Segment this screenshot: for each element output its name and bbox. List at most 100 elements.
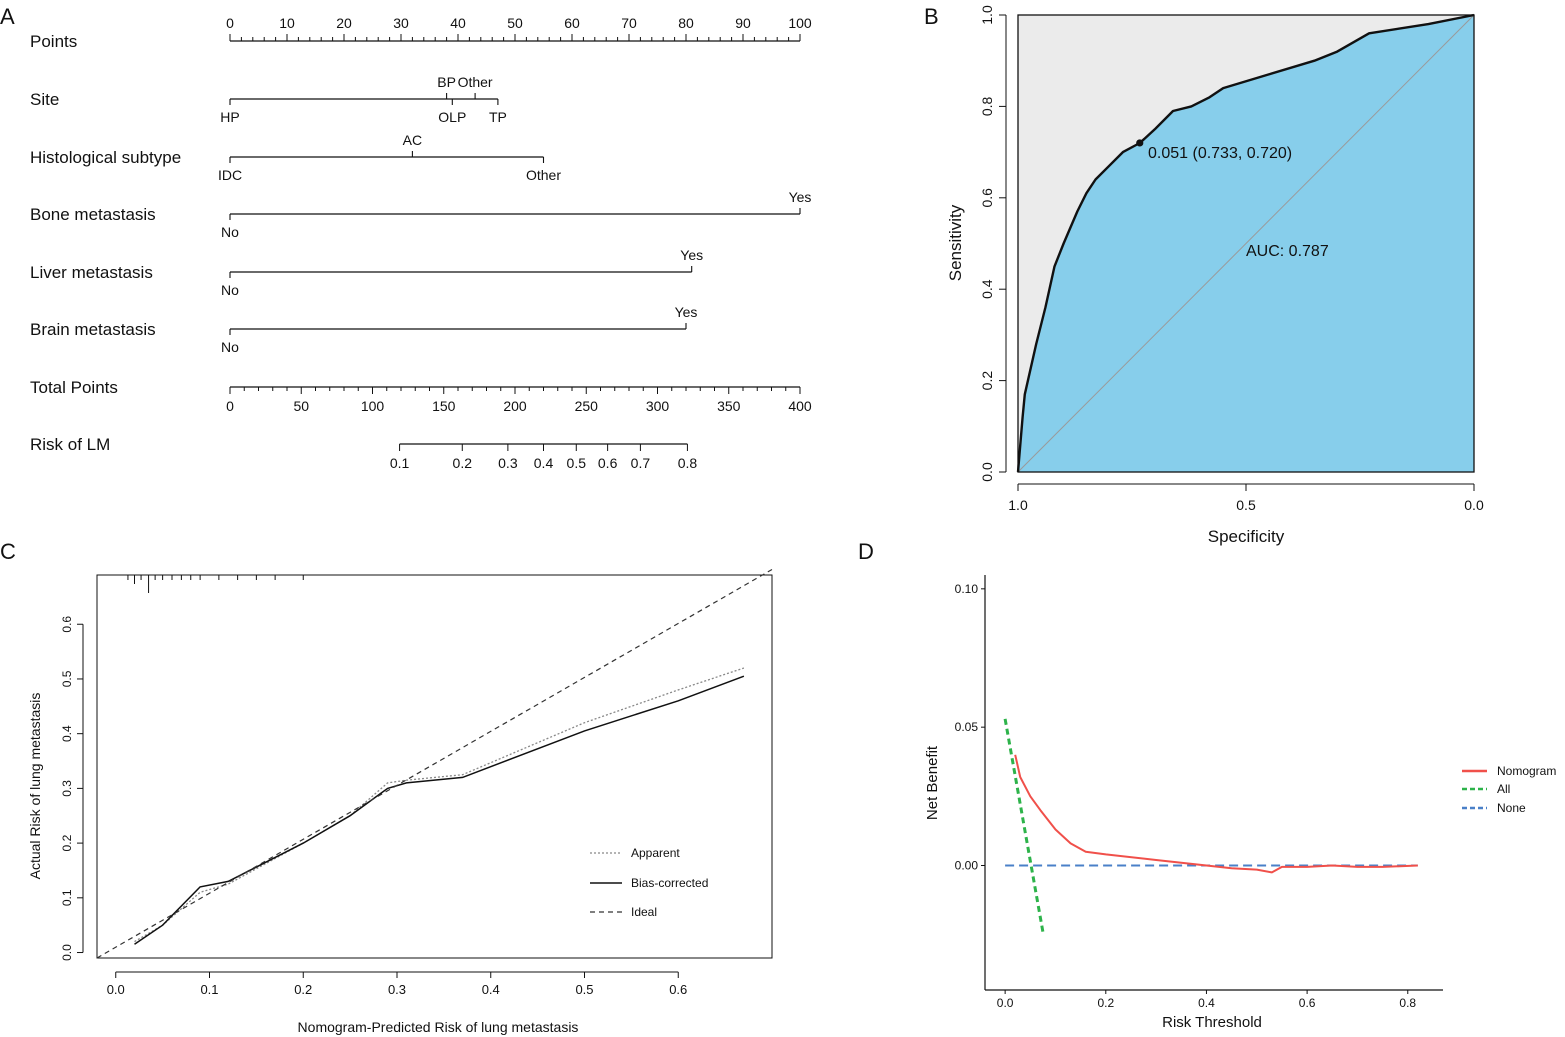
calibration-x-tick-label: 0.0 [107,982,125,997]
points-tick-label: 60 [564,15,580,31]
total-points-tick-label: 250 [575,398,599,414]
total-points-tick-label: 300 [646,398,670,414]
dca-legend-label: None [1497,801,1526,815]
variable-level-label: Other [526,167,561,183]
points-tick-label: 90 [735,15,751,31]
variable-level-label: OLP [438,109,466,125]
variable-level-label: AC [403,132,422,148]
dca-x-axis-title: Risk Threshold [1162,1014,1262,1031]
points-tick-label: 10 [279,15,295,31]
roc-panel: 0.051 (0.733, 0.720) AUC: 0.787 0.0 0.2 0.4 0… [946,5,1484,546]
calibration-panel: 0.0 0.1 0.2 0.3 0.4 0.5 0.6 Actual Risk of lung… [27,568,773,1035]
variable-level-label: No [221,282,239,298]
calibration-y-tick-label: 0.5 [60,670,74,687]
calibration-series-ideal [96,568,773,959]
roc-y-tick-label: 0.4 [979,279,995,299]
total-points-tick-label: 100 [361,398,385,414]
variable-level-label: Yes [789,189,812,205]
row-label-variable: Bone metastasis [30,205,156,224]
total-points-tick-label: 350 [717,398,741,414]
total-points-tick-label: 50 [293,398,309,414]
roc-y-axis-title: Sensitivity [946,204,965,281]
row-label-risk: Risk of LM [30,435,110,454]
dca-panel: 0.00 0.05 0.10 0.0 0.2 0.4 0.6 0.8 Net Benefit Ri… [924,575,1556,1031]
calibration-y-tick-label: 0.1 [60,889,74,906]
points-tick-label: 20 [336,15,352,31]
calibration-legend-label: Apparent [631,846,680,860]
points-tick-label: 40 [450,15,466,31]
dca-x-tick-label: 0.2 [1097,996,1114,1010]
roc-x-tick-label: 0.5 [1236,497,1256,513]
dca-y-axis-title: Net Benefit [924,745,941,820]
panel-label-c: C [0,539,16,564]
dca-legend-label: Nomogram [1497,764,1556,778]
risk-tick-label: 0.4 [534,455,554,471]
dca-x-tick-label: 0.0 [997,996,1014,1010]
calibration-plot-frame [96,574,773,959]
panel-label-d: D [858,539,874,564]
calibration-y-tick-label: 0.0 [60,944,74,961]
row-label-variable: Site [30,90,59,109]
panel-label-b: B [924,4,939,29]
points-tick-label: 70 [621,15,637,31]
calibration-y-tick-label: 0.3 [60,780,74,797]
risk-tick-label: 0.2 [453,455,473,471]
roc-x-tick-label: 0.0 [1464,497,1484,513]
calibration-y-tick-label: 0.2 [60,834,74,851]
calibration-x-tick-label: 0.3 [388,982,406,997]
nomogram-panel: Points 0 10 20 30 40 50 60 70 80 90 100 Site HP BP OLP O… [30,15,812,471]
variable-level-label: No [221,339,239,355]
roc-x-axis-title: Specificity [1208,527,1285,546]
calibration-y-tick-label: 0.4 [60,725,74,742]
roc-x-tick-label: 1.0 [1008,497,1028,513]
total-points-tick-label: 150 [432,398,456,414]
calibration-x-tick-label: 0.1 [200,982,218,997]
calibration-x-tick-label: 0.6 [669,982,687,997]
row-label-variable: Brain metastasis [30,320,156,339]
risk-tick-label: 0.5 [567,455,587,471]
row-label-points: Points [30,32,77,51]
risk-tick-label: 0.8 [678,455,698,471]
risk-tick-label: 0.6 [598,455,618,471]
roc-auc-label: AUC: 0.787 [1246,243,1329,260]
variable-level-label: IDC [218,167,242,183]
calibration-x-tick-label: 0.2 [294,982,312,997]
calibration-x-tick-label: 0.4 [482,982,500,997]
dca-y-tick-label: 0.05 [955,720,979,734]
points-tick-label: 80 [678,15,694,31]
roc-curve [1016,13,1475,473]
dca-y-tick-label: 0.10 [955,582,979,596]
roc-y-tick-label: 0.0 [979,462,995,482]
total-points-tick-label: 400 [788,398,812,414]
variable-level-label: TP [489,109,507,125]
variable-level-label: BP [437,74,456,90]
row-label-variable: Histological subtype [30,148,181,167]
dca-x-tick-label: 0.4 [1198,996,1215,1010]
variable-level-label: Yes [675,304,698,320]
dca-series-nomogram [1014,754,1418,874]
risk-tick-label: 0.1 [390,455,410,471]
calibration-legend-label: Ideal [631,905,657,919]
roc-diagonal [1017,14,1475,473]
points-tick-label: 100 [788,15,812,31]
row-label-total-points: Total Points [30,378,118,397]
total-points-tick-label: 200 [503,398,527,414]
row-label-variable: Liver metastasis [30,263,153,282]
roc-y-tick-label: 1.0 [979,5,995,25]
dca-series-all [1003,718,1045,933]
dca-legend-label: All [1497,782,1510,796]
points-tick-label: 30 [393,15,409,31]
roc-plot-frame [1017,14,1475,473]
calibration-x-axis-title: Nomogram-Predicted Risk of lung metastas… [298,1019,579,1035]
dca-x-tick-label: 0.6 [1299,996,1316,1010]
variable-level-label: HP [220,109,239,125]
calibration-y-axis-title: Actual Risk of lung metastasis [27,693,43,880]
roc-threshold-point [1136,139,1144,147]
roc-threshold-label: 0.051 (0.733, 0.720) [1148,145,1292,162]
calibration-y-tick-label: 0.6 [60,616,74,633]
risk-tick-label: 0.3 [498,455,518,471]
dca-x-tick-label: 0.8 [1399,996,1416,1010]
variable-level-label: No [221,224,239,240]
total-points-tick-label: 0 [226,398,234,414]
